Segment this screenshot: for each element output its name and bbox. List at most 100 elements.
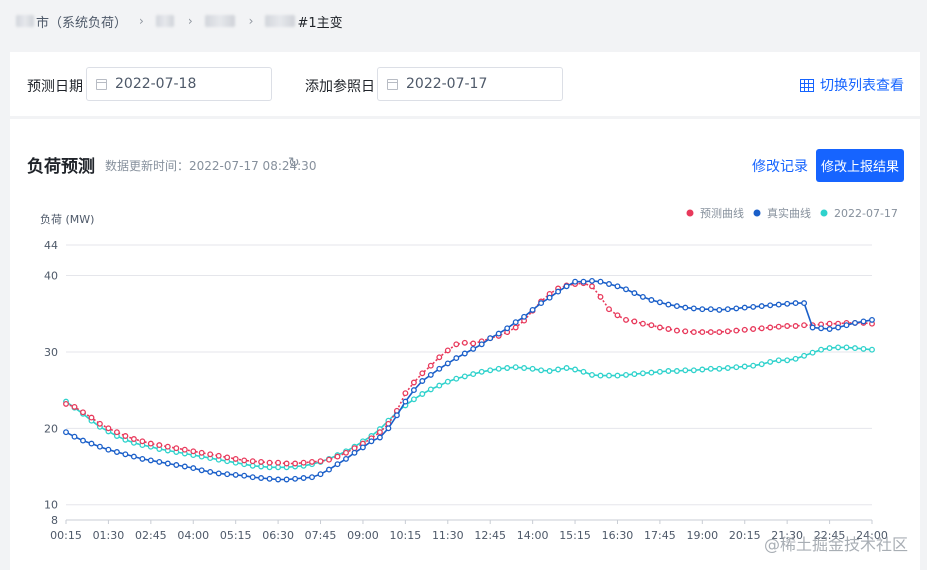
series-point-2 xyxy=(639,370,646,377)
x-tick-label: 06:30 xyxy=(262,529,294,542)
legend-label-2: 2022-07-17 xyxy=(834,207,898,220)
legend-marker-1 xyxy=(753,209,761,217)
series-point-1 xyxy=(258,475,265,481)
series-point-2 xyxy=(461,373,468,380)
series-point-0 xyxy=(80,409,86,416)
series-point-1 xyxy=(682,304,689,311)
series-point-1 xyxy=(767,302,774,309)
modify-log-link[interactable]: 修改记录 xyxy=(752,159,808,175)
series-point-1 xyxy=(300,475,307,481)
series-point-1 xyxy=(563,283,570,290)
series-point-2 xyxy=(835,344,842,351)
series-point-1 xyxy=(207,468,214,475)
series-point-2 xyxy=(724,365,731,371)
series-point-0 xyxy=(292,460,299,467)
series-point-1 xyxy=(656,299,663,306)
refresh-icon[interactable]: ↻ xyxy=(288,155,300,171)
series-point-2 xyxy=(470,371,477,378)
x-tick-label: 24:00 xyxy=(856,529,888,542)
series-point-1 xyxy=(546,294,553,301)
series-point-0 xyxy=(181,446,188,453)
series-point-2 xyxy=(665,368,672,374)
series-point-1 xyxy=(96,443,103,450)
series-point-0 xyxy=(63,400,69,407)
series-point-0 xyxy=(716,329,723,336)
series-point-0 xyxy=(402,390,409,397)
series-point-1 xyxy=(317,471,324,478)
series-point-1 xyxy=(707,306,714,313)
series-point-1 xyxy=(359,444,366,451)
series-point-1 xyxy=(419,378,426,384)
series-point-0 xyxy=(427,362,434,369)
series-point-1 xyxy=(444,360,451,367)
series-point-2 xyxy=(512,364,519,371)
series-point-2 xyxy=(673,368,680,374)
forecast-date-picker[interactable]: 2022-07-18 xyxy=(86,67,272,101)
series-point-1 xyxy=(164,460,171,467)
x-tick-label: 11:30 xyxy=(432,529,464,542)
x-tick-label: 05:15 xyxy=(220,529,252,542)
x-tick-label: 15:15 xyxy=(559,529,591,542)
series-point-0 xyxy=(614,312,621,319)
series-point-2 xyxy=(275,464,282,471)
series-point-0 xyxy=(682,328,689,335)
series-point-2 xyxy=(504,365,511,371)
series-point-1 xyxy=(504,325,511,332)
y-tick-label: 40 xyxy=(44,270,58,283)
modify-report-button[interactable]: 修改上报结果 xyxy=(816,149,904,182)
x-tick-label: 12:45 xyxy=(474,529,506,542)
legend-marker-2 xyxy=(820,209,828,217)
series-point-1 xyxy=(393,412,400,419)
series-point-1 xyxy=(784,300,791,307)
series-point-1 xyxy=(843,322,850,329)
series-point-1 xyxy=(410,387,417,394)
calendar-icon xyxy=(96,78,107,90)
series-point-1 xyxy=(529,306,536,313)
series-point-1 xyxy=(105,446,112,453)
series-point-0 xyxy=(241,457,248,464)
series-point-1 xyxy=(113,449,120,455)
series-point-0 xyxy=(419,370,426,377)
y-tick-label: 8 xyxy=(51,514,58,527)
series-point-2 xyxy=(444,378,451,385)
masked-text xyxy=(204,15,235,27)
series-point-0 xyxy=(190,448,197,455)
series-point-0 xyxy=(198,449,205,456)
reference-date-picker[interactable]: 2022-07-17 xyxy=(377,67,563,101)
breadcrumb-item-3[interactable] xyxy=(204,11,237,31)
series-point-1 xyxy=(139,455,146,462)
series-point-0 xyxy=(113,429,120,436)
x-tick-label: 02:45 xyxy=(135,529,167,542)
series-point-0 xyxy=(826,320,833,327)
series-point-0 xyxy=(775,323,782,330)
breadcrumb-item-2[interactable] xyxy=(155,11,176,31)
series-point-0 xyxy=(334,453,341,460)
x-tick-label: 09:00 xyxy=(347,529,379,542)
x-tick-label: 01:30 xyxy=(93,529,125,542)
breadcrumb-item-city[interactable]: 市（系统负荷） xyxy=(16,11,127,31)
series-point-2 xyxy=(478,368,485,375)
breadcrumb-item-current: #1主变 xyxy=(265,11,343,31)
series-point-2 xyxy=(597,372,604,379)
series-point-0 xyxy=(589,283,595,290)
series-point-1 xyxy=(860,318,867,325)
series-point-1 xyxy=(572,278,579,285)
update-time: 数据更新时间：2022-07-17 08:24:30 xyxy=(105,159,317,173)
series-point-1 xyxy=(215,470,222,477)
series-point-2 xyxy=(521,365,528,371)
series-point-2 xyxy=(529,365,536,372)
series-point-0 xyxy=(283,460,290,467)
series-point-2 xyxy=(453,375,460,382)
series-point-1 xyxy=(402,398,409,405)
series-point-1 xyxy=(241,472,248,479)
series-point-0 xyxy=(699,329,706,336)
series-point-1 xyxy=(673,303,680,310)
series-point-2 xyxy=(419,391,426,397)
series-point-1 xyxy=(351,449,358,456)
series-point-1 xyxy=(495,330,502,337)
series-point-1 xyxy=(835,324,842,331)
series-point-0 xyxy=(88,414,95,421)
switch-list-view-link[interactable]: 切换列表查看 xyxy=(800,75,904,95)
masked-text xyxy=(16,15,34,27)
series-point-2 xyxy=(631,371,638,378)
